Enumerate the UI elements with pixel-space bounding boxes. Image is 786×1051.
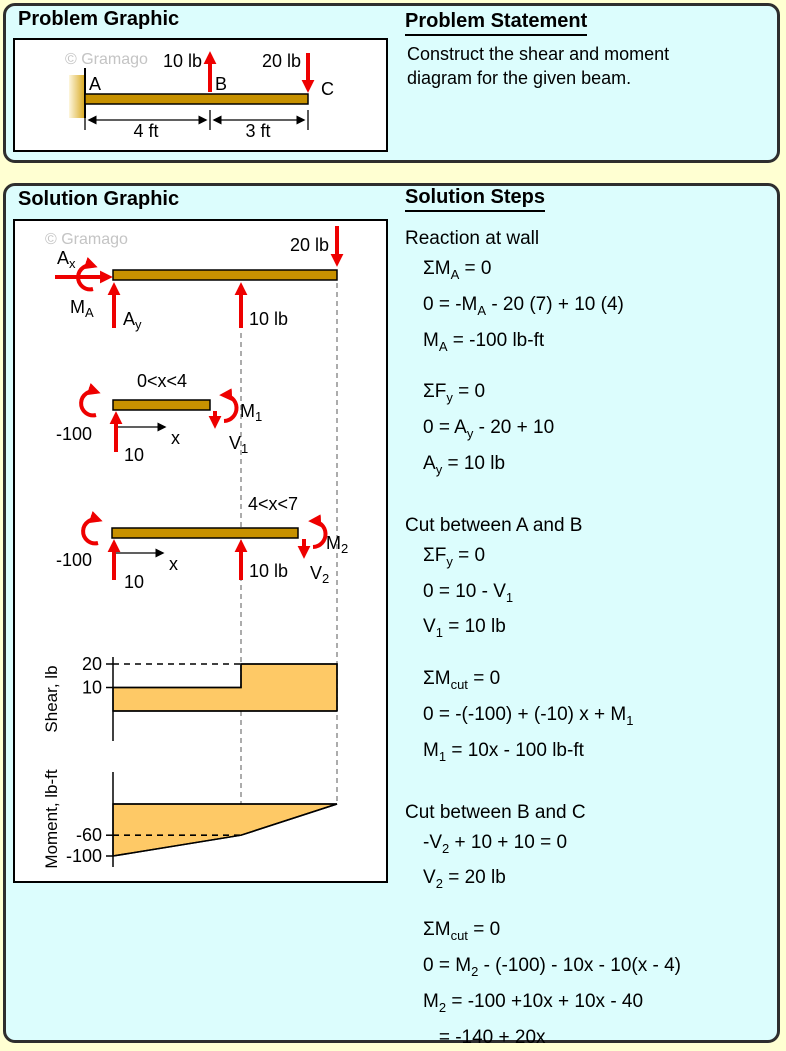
problem-statement-text: Construct the shear and moment diagram f… xyxy=(407,44,670,88)
load-10lb-label: 10 lb xyxy=(249,309,288,329)
beam-bar xyxy=(112,269,338,281)
step-line: = -140 + 20x xyxy=(423,1026,546,1048)
problem-graphic-title: Problem Graphic xyxy=(18,8,180,30)
step-line: 0 = 10 - V1 xyxy=(423,580,514,605)
point-b-label: B xyxy=(215,74,227,94)
ay-label: Ay xyxy=(123,309,142,332)
step-line: 0 = Ay - 20 + 10 xyxy=(423,417,555,441)
moment-diagram-tick-label: -100 xyxy=(66,846,102,866)
beam-bar xyxy=(111,527,299,539)
problem-beam-diagram: © Gramago A B C 10 lb 20 lb 4 ft 3 ft xyxy=(65,51,334,141)
solution-steps: Solution Steps Reaction at wall ΣMA = 0 0 … xyxy=(405,186,777,1051)
m2-label: M2 xyxy=(326,533,348,556)
step-line: MA = -100 lb-ft xyxy=(423,329,545,354)
m1-moment-curl xyxy=(219,388,239,423)
step-block: Cut between A and B ΣFy = 0 0 = 10 - V1 V1 … xyxy=(405,511,777,648)
step-line: V2 = 20 lb xyxy=(423,867,506,892)
wall-support xyxy=(69,75,85,118)
step-line: ΣMcut = 0 xyxy=(423,919,501,943)
shear-diagram-curve xyxy=(113,663,338,711)
m2-moment-curl xyxy=(308,514,328,549)
step-line: ΣFy = 0 xyxy=(423,544,486,569)
cut1-fbd: 0<x<4 -100 10 x M1 V1 xyxy=(56,371,262,465)
ma-moment-curl xyxy=(76,257,98,292)
watermark: © Gramago xyxy=(65,51,148,68)
step-line: Ay = 10 lb xyxy=(423,452,506,477)
point-a-label: A xyxy=(89,74,101,94)
reaction-fbd: 20 lb Ax MA Ay 10 lb xyxy=(55,226,344,332)
solution-steps-heading: Solution Steps xyxy=(405,186,777,212)
range-label: 4<x<7 xyxy=(248,494,298,514)
step-line: ΣMcut = 0 xyxy=(423,668,501,692)
moment-curl-left xyxy=(81,511,103,546)
solution-diagrams: © Gramago 20 lb Ax MA Ay 10 lb 0<x<4 xyxy=(42,226,348,869)
step-block: ΣMcut = 0 0 = -(-100) + (-10) x + M1 M1 = … xyxy=(405,664,777,771)
problem-statement-heading: Problem Statement xyxy=(405,10,588,36)
x-axis-label: x xyxy=(169,554,178,574)
solution-steps-blocks: Reaction at wall ΣMA = 0 0 = -MA - 20 (7) … xyxy=(405,224,777,1051)
load-10lb-label: 10 lb xyxy=(163,51,202,71)
moment-diagram-tick-label: -60 xyxy=(76,825,102,845)
step-line: 0 = -(-100) + (-10) x + M1 xyxy=(423,703,634,728)
beam-bar xyxy=(84,93,309,105)
load-20lb-label: 20 lb xyxy=(290,235,329,255)
step-line: ΣMA = 0 xyxy=(423,258,492,282)
step-line: 0 = -MA - 20 (7) + 10 (4) xyxy=(423,293,624,318)
beam-bar xyxy=(112,399,211,411)
cut2-fbd: 4<x<7 -100 10 x 10 lb M2 V2 xyxy=(56,494,348,592)
step-line: M2 = -100 +10x + 10x - 40 xyxy=(423,990,644,1015)
step-block: Reaction at wall ΣMA = 0 0 = -MA - 20 (7) … xyxy=(405,224,777,361)
dim-3ft-label: 3 ft xyxy=(245,121,270,141)
reaction-value-label: 10 xyxy=(124,445,144,465)
reaction-value-label: 10 xyxy=(124,572,144,592)
shear-diagram-tick-label: 10 xyxy=(82,678,102,698)
load-10lb-label: 10 lb xyxy=(249,561,288,581)
load-20lb-label: 20 lb xyxy=(262,51,301,71)
problem-graphic-box: © Gramago A B C 10 lb 20 lb 4 ft 3 ft xyxy=(13,38,388,152)
moment-chart: Moment, lb-ft -60-100 xyxy=(42,769,338,869)
step-line: ΣFy = 0 xyxy=(423,381,486,406)
step-section-header: Reaction at wall xyxy=(405,228,540,249)
moment-value-label: -100 xyxy=(56,550,92,570)
m1-label: M1 xyxy=(240,401,262,424)
step-line: -V2 + 10 + 10 = 0 xyxy=(423,831,568,856)
watermark: © Gramago xyxy=(45,231,128,248)
step-block: ΣFy = 0 0 = Ay - 20 + 10 Ay = 10 lb xyxy=(405,377,777,484)
shear-chart: Shear, lb 20 10 xyxy=(42,654,338,741)
v1-label: V1 xyxy=(229,433,248,456)
ma-label: MA xyxy=(70,297,94,320)
moment-axis-title: Moment, lb-ft xyxy=(42,769,61,868)
point-c-label: C xyxy=(321,79,334,99)
ax-label: Ax xyxy=(57,248,76,271)
step-line: M1 = 10x - 100 lb-ft xyxy=(423,739,584,764)
step-line: V1 = 10 lb xyxy=(423,616,506,641)
step-block: Cut between B and C -V2 + 10 + 10 = 0 V2 =… xyxy=(405,798,777,900)
moment-diagram-curve xyxy=(112,803,338,857)
step-section-header: Cut between A and B xyxy=(405,514,583,536)
shear-axis-title: Shear, lb xyxy=(42,665,61,732)
solution-graphic-title: Solution Graphic xyxy=(18,188,180,210)
solution-graphic-box: © Gramago 20 lb Ax MA Ay 10 lb 0<x<4 xyxy=(13,219,388,883)
v2-label: V2 xyxy=(310,563,329,586)
x-axis-label: x xyxy=(171,428,180,448)
shear-diagram-tick-label: 20 xyxy=(82,654,102,674)
moment-diagram-area xyxy=(112,803,338,857)
moment-value-label: -100 xyxy=(56,424,92,444)
moment-curl-left xyxy=(79,383,101,418)
step-line: 0 = M2 - (-100) - 10x - 10(x - 4) xyxy=(423,954,682,979)
dim-4ft-label: 4 ft xyxy=(133,121,158,141)
range-label: 0<x<4 xyxy=(137,371,187,391)
step-section-header: Cut between B and C xyxy=(405,801,586,823)
step-block: ΣMcut = 0 0 = M2 - (-100) - 10x - 10(x - … xyxy=(405,915,777,1051)
